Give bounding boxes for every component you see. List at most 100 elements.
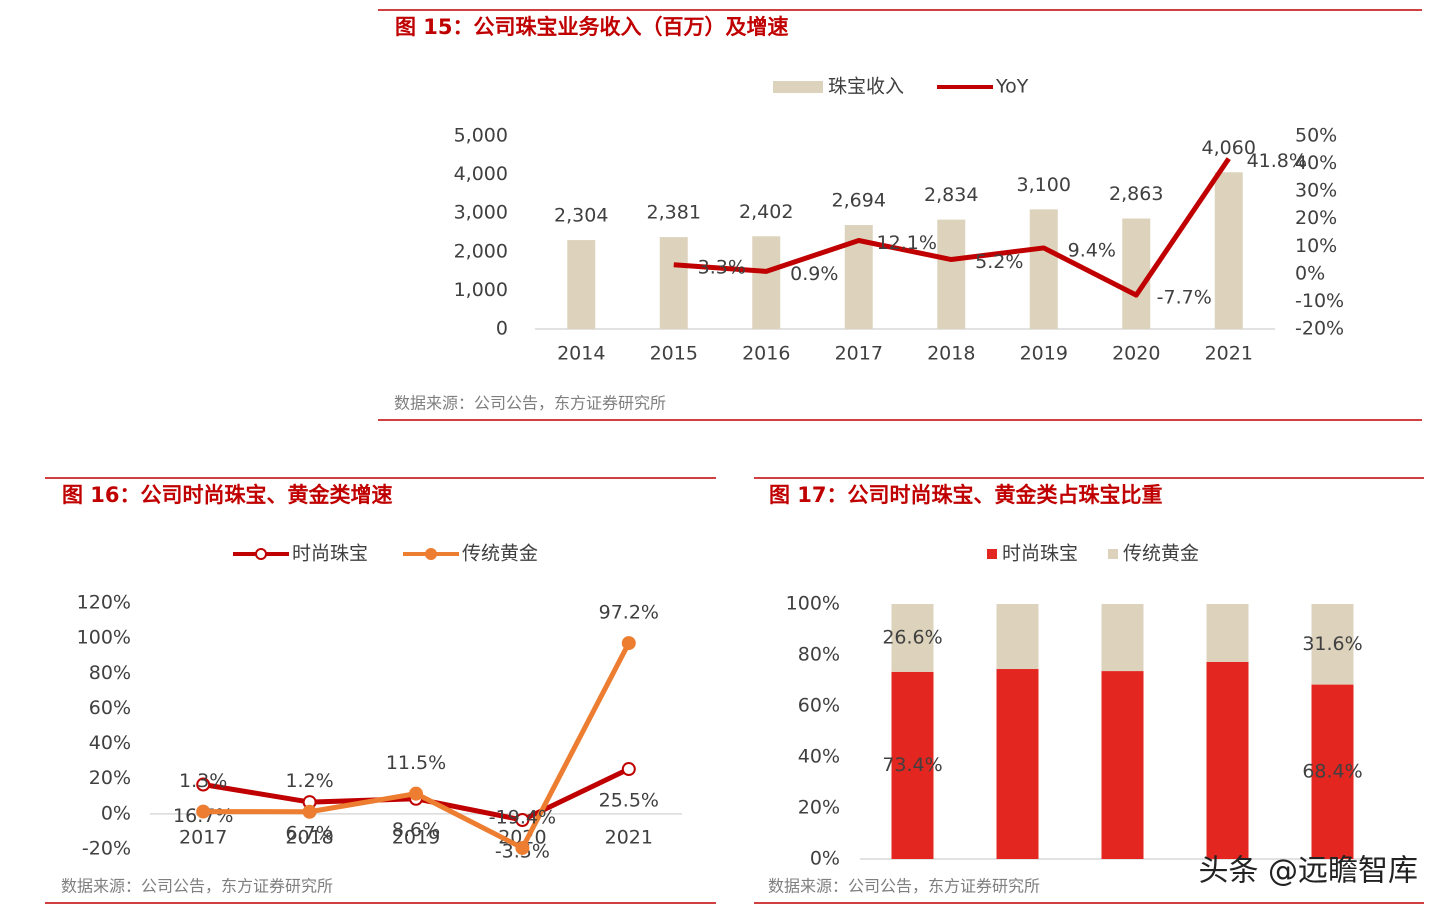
y-tick-label: 20% [798,797,840,819]
source: 数据来源：公司公告，东方证券研究所 [768,877,1040,896]
value-label: 12.1% [877,232,937,254]
x-tick-label: 2020 [1112,343,1160,365]
y2-tick-label: -10% [1295,290,1344,312]
value-label: 9.4% [1068,239,1116,261]
y2-tick-label: 30% [1295,180,1337,202]
source: 数据来源：公司公告，东方证券研究所 [61,877,333,896]
y-tick-label: 60% [798,695,840,717]
value-label: 6.7% [285,823,333,845]
value-label: -19.4% [489,806,556,828]
y2-tick-label: 0% [1295,262,1325,284]
value-label: 8.6% [392,819,440,841]
y-tick-label: 0% [101,802,131,824]
x-tick-label: 2014 [557,343,605,365]
legend-label: 传统黄金 [462,543,538,565]
marker [409,786,423,801]
legend-label: 时尚珠宝 [1002,543,1078,565]
bar [937,219,966,329]
value-label: 25.5% [599,790,659,812]
y-tick-label: 2,000 [454,240,508,262]
y-tick-label: 80% [89,662,131,684]
value-label: 11.5% [386,752,446,774]
value-label: 2,304 [554,205,608,227]
value-label: 4,060 [1202,137,1256,159]
value-label: 3,100 [1017,174,1071,196]
y-tick-label: 4,000 [454,163,508,185]
value-label: 2,381 [647,202,701,224]
x-tick-label: 2019 [1020,343,1068,365]
legend-label: 时尚珠宝 [292,543,368,565]
x-tick-label: 2021 [605,827,653,849]
bar [996,604,1039,670]
x-tick-label: 2017 [835,343,883,365]
legend-label: 珠宝收入 [828,76,904,98]
x-tick-label: 2018 [285,827,333,849]
y2-tick-label: 50% [1295,125,1337,147]
x-tick-label: 2015 [650,343,698,365]
marker [196,804,211,819]
value-label: 26.6% [882,626,942,648]
bar [659,237,688,329]
legend-label: YoY [995,76,1029,98]
bar [1206,604,1249,662]
x-tick-label: 2021 [1205,343,1253,365]
value-label: 2,694 [832,190,886,212]
bar [1311,684,1354,859]
bar [1214,172,1243,329]
bar [1101,671,1144,859]
bar [1311,604,1354,685]
chart-title: 图 16：公司时尚珠宝、黄金类增速 [62,483,393,507]
y-tick-label: 5,000 [454,125,508,147]
value-label: 97.2% [599,602,659,624]
marker [515,840,530,855]
bar [891,604,934,672]
chart-title: 图 17：公司时尚珠宝、黄金类占珠宝比重 [769,483,1163,507]
line [203,641,632,851]
marker [302,804,317,819]
chart-title: 图 15：公司珠宝业务收入（百万）及增速 [395,15,789,39]
marker [621,762,636,777]
y-tick-label: 120% [77,592,131,614]
bar [1122,218,1151,329]
bar [891,671,934,859]
bar [1101,604,1144,672]
y-tick-label: 0% [810,848,840,870]
source: 数据来源：公司公告，东方证券研究所 [394,394,666,413]
value-label: 1.3% [179,770,227,792]
line [673,157,1231,298]
legend-swatch [773,81,823,93]
legend-swatch [1108,549,1118,559]
value-label: 31.6% [1302,633,1362,655]
bar [1206,661,1249,859]
y2-tick-label: 20% [1295,207,1337,229]
x-tick-label: 2016 [742,343,790,365]
y2-tick-label: -20% [1295,318,1344,340]
marker [196,777,211,792]
legend-marker [255,548,267,560]
marker [515,813,530,828]
y-tick-label: 1,000 [454,279,508,301]
y-tick-label: 3,000 [454,202,508,224]
value-label: 3.3% [698,256,746,278]
value-label: 5.2% [975,251,1023,273]
y-tick-label: 40% [798,746,840,768]
y-tick-label: 100% [786,593,840,615]
bar [996,669,1039,859]
x-tick-label: 2018 [927,343,975,365]
y2-tick-label: 10% [1295,235,1337,257]
value-label: 2,863 [1109,183,1163,205]
y-tick-label: 40% [89,732,131,754]
marker [621,636,636,651]
legend-marker [425,548,437,560]
x-tick-label: 2017 [179,827,227,849]
legend-swatch [987,549,997,559]
bar [567,240,596,329]
legend-label: 传统黄金 [1123,543,1199,565]
y-tick-label: -20% [82,838,131,860]
watermark: 头条 @远瞻智库 [1198,854,1418,889]
value-label: 1.2% [285,770,333,792]
y2-tick-label: 40% [1295,152,1337,174]
value-label: 2,834 [924,184,978,206]
value-label: 68.4% [1302,760,1362,782]
